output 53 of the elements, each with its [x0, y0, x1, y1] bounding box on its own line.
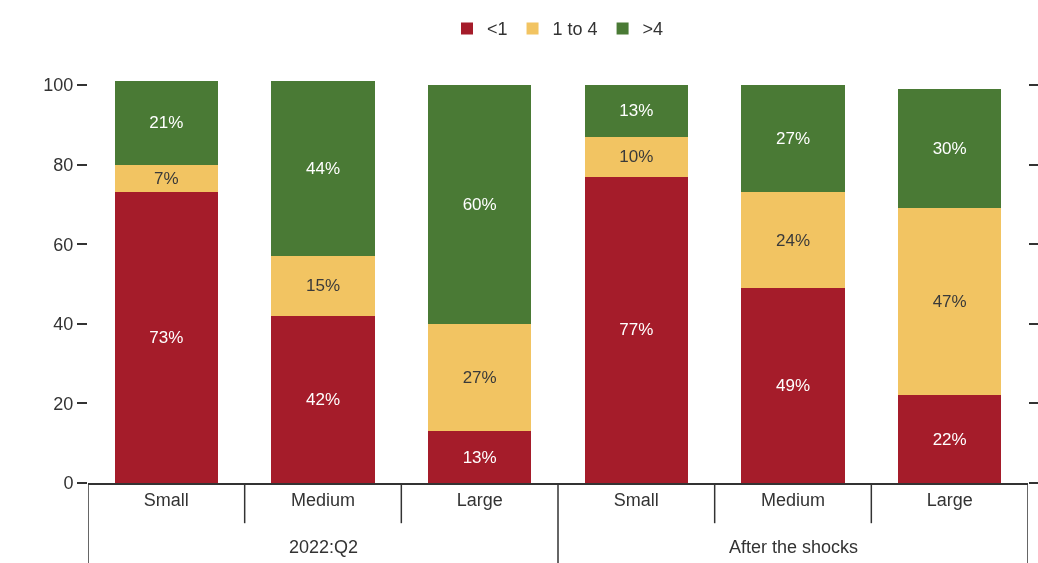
bar: [584, 136, 689, 177]
data-label: 47%: [932, 292, 967, 312]
y-tick-label: 100: [43, 75, 74, 96]
bar: [114, 164, 219, 193]
text: After the shocks: [729, 537, 859, 557]
x-tick-label: Medium: [760, 490, 826, 511]
data-label: 7%: [154, 169, 179, 189]
bar: [427, 84, 532, 324]
data-label: 42%: [305, 389, 341, 409]
data-label: 27%: [775, 129, 811, 149]
data-label: 22%: [932, 429, 967, 449]
data-label: 15%: [305, 276, 341, 296]
bar: [897, 208, 1002, 396]
data-label: 30%: [932, 139, 967, 159]
legend-label: <1: [487, 19, 508, 40]
data-label: 13%: [619, 101, 654, 121]
data-label: 73%: [149, 328, 184, 348]
x-tick-label: Large: [456, 490, 503, 511]
bar: [427, 323, 532, 432]
legend-label: >4: [642, 19, 664, 40]
data-label: 60%: [462, 194, 497, 214]
y-tick-label: 80: [53, 154, 74, 175]
data-label: 24%: [775, 230, 811, 250]
data-label: 27%: [462, 368, 497, 388]
bar: [427, 431, 532, 483]
bar: [897, 88, 1002, 209]
data-label: 10%: [619, 147, 654, 167]
y-tick-label: 40: [53, 314, 74, 335]
x-tick-label: Medium: [290, 490, 356, 511]
x-tick-label: Large: [926, 490, 973, 511]
data-label: 44%: [305, 159, 341, 179]
bar: [741, 192, 845, 288]
bar: [271, 81, 375, 257]
y-tick-label: 20: [53, 393, 74, 414]
bar: [114, 192, 219, 483]
bar: [271, 315, 375, 483]
bar: [897, 395, 1002, 483]
y-tick-label: 0: [63, 473, 74, 494]
bar: [741, 287, 845, 483]
x-tick-label: Small: [613, 490, 659, 511]
bar: [741, 84, 845, 193]
bar: [271, 256, 375, 316]
data-label: 77%: [619, 320, 654, 340]
text: 2022:Q2: [289, 537, 359, 557]
data-label: 49%: [775, 375, 811, 395]
legend-label: 1 to 4: [552, 19, 598, 40]
bar: [114, 81, 219, 165]
bar: [584, 84, 689, 137]
x-tick-label: Small: [143, 490, 189, 511]
bar: [584, 176, 689, 483]
y-tick-label: 60: [53, 234, 74, 255]
data-label: 21%: [149, 113, 184, 133]
data-label: 13%: [462, 447, 497, 467]
